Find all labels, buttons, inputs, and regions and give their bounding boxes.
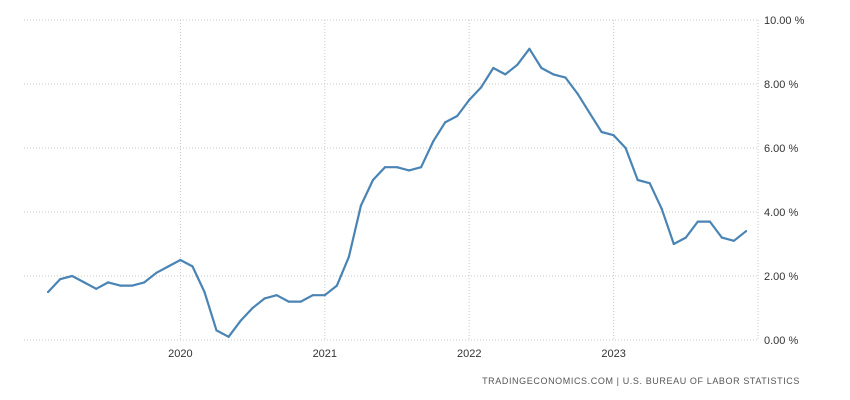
data-point <box>516 63 519 66</box>
data-point <box>47 290 50 294</box>
data-point <box>347 255 350 258</box>
data-point <box>552 73 555 76</box>
data-point <box>299 300 302 303</box>
data-point <box>239 319 242 322</box>
data-point <box>684 236 687 239</box>
x-tick-label: 2022 <box>457 348 481 360</box>
y-tick-label: 8.00 % <box>764 79 798 91</box>
data-point <box>636 178 639 182</box>
data-point <box>432 140 435 143</box>
data-point <box>696 220 699 223</box>
data-point <box>492 66 495 70</box>
data-point <box>287 300 290 303</box>
data-point <box>564 76 567 79</box>
data-point <box>576 92 579 95</box>
data-point <box>107 281 110 284</box>
data-point <box>648 182 651 185</box>
y-tick-label: 6.00 % <box>764 143 798 155</box>
data-point <box>311 294 314 297</box>
y-tick-label: 0.00 % <box>764 335 798 347</box>
y-tick-label: 2.00 % <box>764 271 798 283</box>
x-tick-label: 2023 <box>601 348 625 360</box>
y-tick-label: 4.00 % <box>764 207 798 219</box>
data-point <box>227 335 230 338</box>
data-point <box>528 47 531 50</box>
data-point <box>444 121 447 124</box>
data-point <box>155 271 158 274</box>
data-point <box>456 114 459 118</box>
y-tick-label: 10.00 % <box>764 15 805 27</box>
grid <box>24 19 759 341</box>
data-point <box>215 329 218 332</box>
series-line <box>46 47 748 338</box>
data-point <box>672 242 675 246</box>
data-point <box>744 230 748 233</box>
data-point <box>167 265 170 268</box>
data-point <box>335 284 338 287</box>
data-point <box>71 274 74 278</box>
source-attribution: TRADINGECONOMICS.COM | U.S. BUREAU OF LA… <box>482 376 800 386</box>
data-point <box>203 290 206 294</box>
data-point <box>480 86 483 89</box>
data-point <box>588 111 591 114</box>
series-layer <box>46 47 748 338</box>
data-point <box>263 297 266 300</box>
data-point <box>624 146 627 150</box>
data-point <box>732 239 736 242</box>
data-point <box>143 281 146 284</box>
data-point <box>407 169 411 172</box>
x-axis: 2020 2021 2022 2023 <box>168 348 626 360</box>
data-point <box>600 130 603 134</box>
x-tick-label: 2020 <box>168 348 192 360</box>
data-point <box>708 220 712 223</box>
data-point <box>612 134 615 137</box>
y-axis: 0.00 % 2.00 % 4.00 % 6.00 % 8.00 % 10.00 % <box>764 15 805 347</box>
data-point <box>119 284 122 287</box>
data-point <box>420 166 423 169</box>
data-point <box>540 66 543 70</box>
data-point <box>504 73 507 76</box>
data-point <box>179 258 182 262</box>
data-point <box>275 294 278 297</box>
data-point <box>251 306 254 310</box>
data-point <box>660 207 663 210</box>
x-tick-label: 2021 <box>313 348 337 360</box>
data-point <box>720 236 724 239</box>
data-point <box>371 178 375 182</box>
data-point <box>383 166 387 169</box>
data-point <box>468 98 471 102</box>
data-point <box>59 278 62 281</box>
data-point <box>191 265 194 268</box>
data-point <box>95 287 98 290</box>
data-point <box>131 284 134 287</box>
data-point <box>359 204 362 207</box>
data-point <box>83 281 86 284</box>
data-point <box>323 294 326 297</box>
data-point <box>395 166 399 169</box>
